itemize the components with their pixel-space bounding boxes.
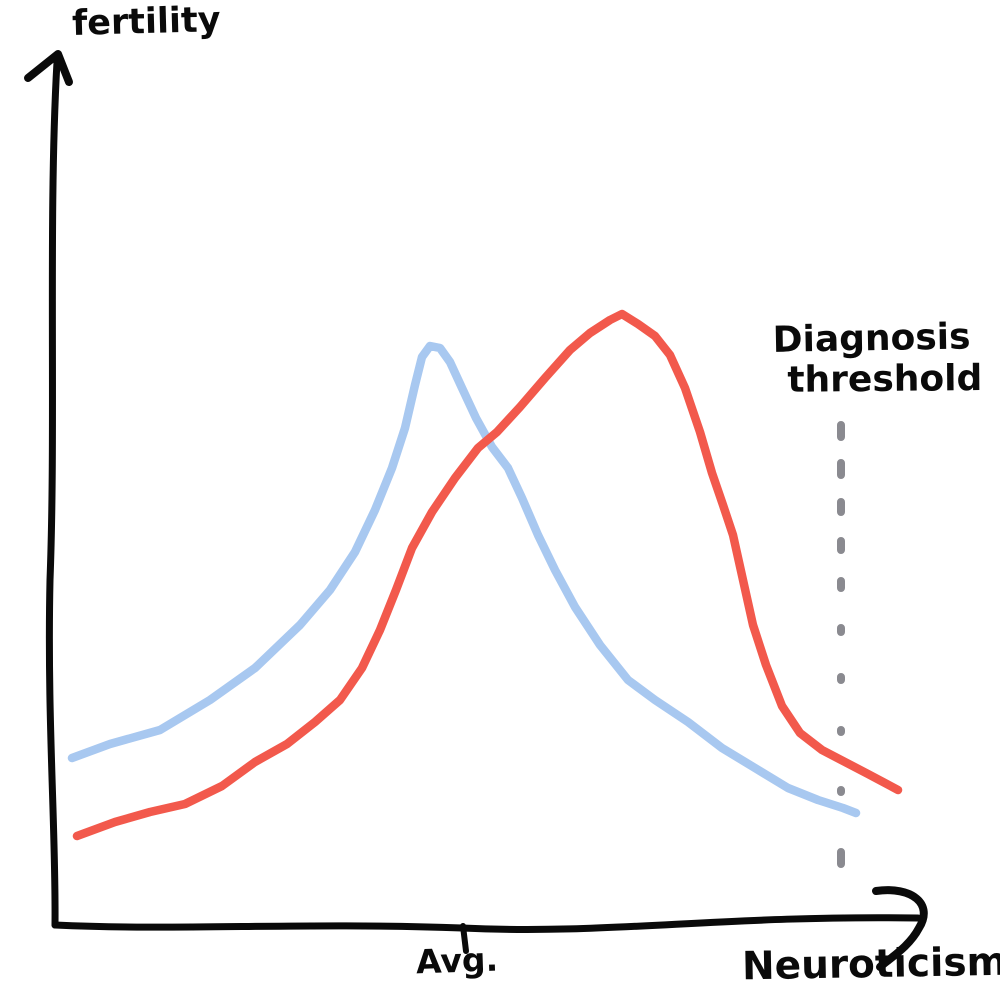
y-axis-label: fertility — [71, 0, 221, 44]
x-axis — [51, 914, 922, 933]
red-curve — [72, 309, 903, 841]
diagnosis-threshold-label-line1: Diagnosis — [772, 316, 971, 361]
y-axis-arrowhead — [24, 50, 73, 86]
diagnosis-threshold-label: Diagnosis threshold — [772, 316, 982, 402]
y-axis — [45, 58, 61, 929]
x-axis-label: Neuroticism — [741, 939, 1000, 990]
avg-tick-label: Avg. — [415, 939, 499, 982]
x-axis-arrowhead — [872, 886, 928, 971]
avg-tick — [460, 923, 469, 954]
blue-curve — [67, 341, 861, 818]
diagnosis-threshold-label-line2: threshold — [787, 358, 983, 401]
